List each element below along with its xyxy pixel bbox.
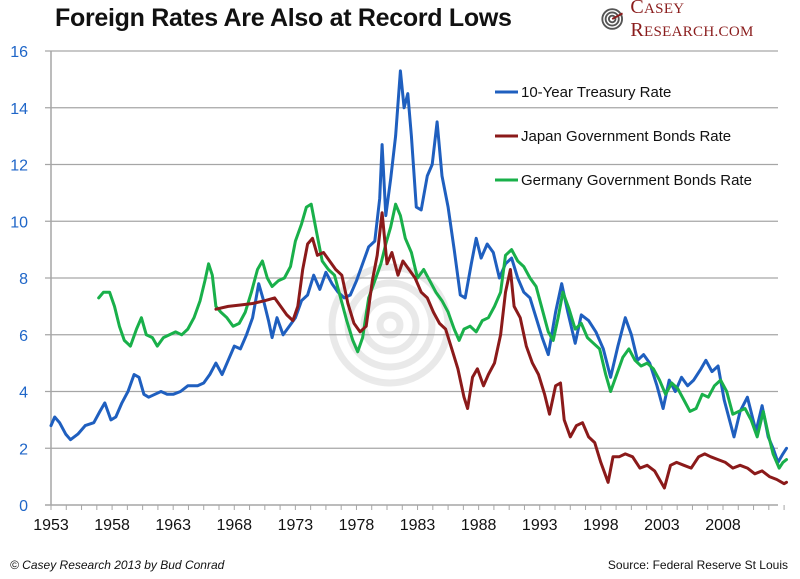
- y-tick-label: 2: [19, 441, 28, 458]
- y-tick-label: 0: [19, 498, 28, 515]
- series-line-10-year-treasury-rate: [49, 69, 788, 464]
- copyright-note: © Casey Research 2013 by Bud Conrad: [10, 558, 225, 572]
- y-tick-label: 6: [19, 328, 28, 345]
- y-tick-label: 10: [10, 214, 28, 231]
- casey-research-logo: CASEY RESEARCH.COM: [600, 0, 800, 41]
- x-tick-label: 1993: [522, 517, 558, 534]
- x-tick-label: 1978: [339, 517, 375, 534]
- x-tick-label: 1968: [216, 517, 252, 534]
- legend-label: 10-Year Treasury Rate: [521, 84, 671, 101]
- x-tick-label: 2008: [705, 517, 741, 534]
- y-tick-label: 14: [10, 101, 28, 118]
- x-tick-label: 1953: [33, 517, 69, 534]
- source-note: Source: Federal Reserve St Louis: [607, 558, 788, 572]
- x-tick-label: 1963: [155, 517, 191, 534]
- x-axis-ticks: 1953 1958 1963 1968 1973 1978 1983 1988 1993 1998…: [33, 517, 741, 534]
- x-tick-label: 2003: [644, 517, 680, 534]
- y-axis-ticks: 0 2 4 6 8 10 12 14 16: [10, 44, 28, 515]
- legend-label: Japan Government Bonds Rate: [521, 128, 731, 145]
- y-tick-label: 12: [10, 158, 28, 175]
- series-line-japan-government-bonds-rate: [214, 211, 788, 490]
- x-tick-label: 1973: [278, 517, 314, 534]
- y-tick-label: 8: [19, 271, 28, 288]
- x-tick-label: 1983: [400, 517, 436, 534]
- target-swirl-icon: [601, 8, 623, 30]
- series-line-germany-government-bonds-rate: [97, 202, 788, 470]
- x-tick-label: 1998: [583, 517, 619, 534]
- chart-title: Foreign Rates Are Also at Record Lows: [55, 4, 512, 32]
- brand-name: CASEY RESEARCH.COM: [630, 0, 754, 41]
- series-lines: [49, 69, 788, 490]
- axes: [45, 51, 785, 510]
- y-tick-label: 4: [19, 385, 28, 402]
- x-tick-label: 1988: [461, 517, 497, 534]
- x-tick-label: 1958: [94, 517, 130, 534]
- gridlines: [45, 50, 778, 449]
- legend: 10-Year Treasury Rate Japan Government Bo…: [495, 84, 752, 189]
- y-tick-label: 16: [10, 44, 28, 61]
- legend-label: Germany Government Bonds Rate: [521, 172, 752, 189]
